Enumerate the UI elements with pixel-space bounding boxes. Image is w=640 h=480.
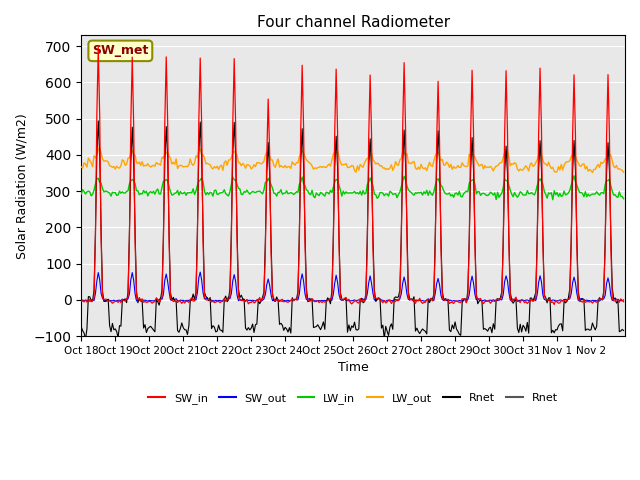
Y-axis label: Solar Radiation (W/m2): Solar Radiation (W/m2)	[15, 113, 28, 259]
Legend: SW_in, SW_out, LW_in, LW_out, Rnet, Rnet: SW_in, SW_out, LW_in, LW_out, Rnet, Rnet	[144, 389, 563, 408]
Text: SW_met: SW_met	[92, 44, 148, 57]
Title: Four channel Radiometer: Four channel Radiometer	[257, 15, 450, 30]
X-axis label: Time: Time	[338, 361, 369, 374]
